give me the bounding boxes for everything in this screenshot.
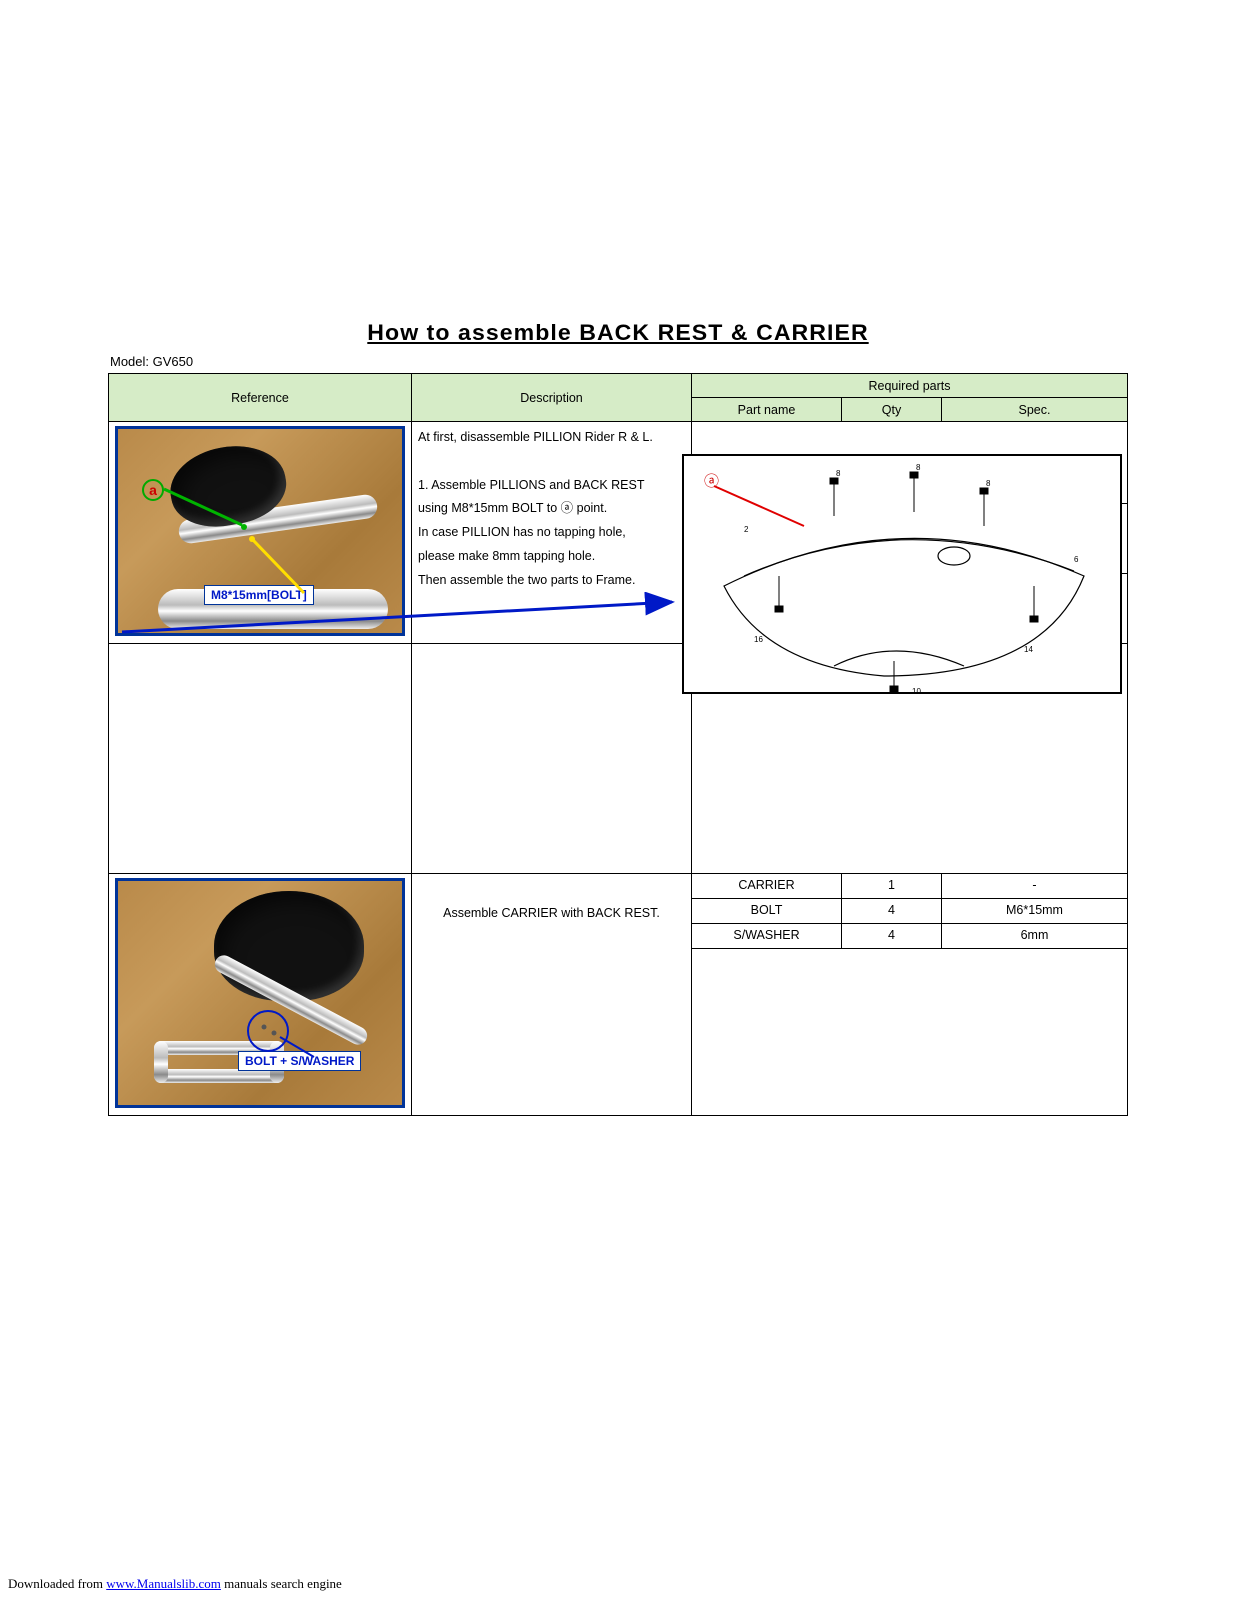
step2-description: Assemble CARRIER with BACK REST.	[412, 874, 692, 1116]
step1-reference: a M8*15mm[BOLT]	[109, 422, 412, 644]
footer-prefix: Downloaded from	[8, 1576, 106, 1591]
step2-reference: BOLT + S/WASHER	[109, 874, 412, 1116]
part-spec: -	[942, 874, 1128, 899]
step2-photo: BOLT + S/WASHER	[115, 878, 405, 1108]
part-name: BOLT	[692, 899, 842, 924]
col-part-name: Part name	[692, 398, 842, 422]
svg-text:8: 8	[836, 469, 841, 478]
model-label: Model: GV650	[108, 354, 1128, 369]
col-reference: Reference	[109, 374, 412, 422]
part-qty: 1	[842, 874, 942, 899]
marker-a-photo: a	[142, 479, 164, 501]
step2-callout: BOLT + S/WASHER	[238, 1051, 361, 1071]
col-spec: Spec.	[942, 398, 1128, 422]
part-qty: 4	[842, 899, 942, 924]
col-required-parts: Required parts	[692, 374, 1128, 398]
step2-part-row-0: BOLT + S/WASHER Assemble CARRIER with BA…	[109, 874, 1128, 899]
step1-desc-l5: please make 8mm tapping hole.	[418, 549, 595, 563]
svg-text:8: 8	[916, 463, 921, 472]
part-name: S/WASHER	[692, 924, 842, 949]
footer-link[interactable]: www.Manualslib.com	[106, 1576, 221, 1591]
step1-photo: a M8*15mm[BOLT]	[115, 426, 405, 636]
page-title: How to assemble BACK REST & CARRIER	[83, 320, 1154, 346]
step1-desc-l6: Then assemble the two parts to Frame.	[418, 573, 635, 587]
svg-text:10: 10	[912, 687, 921, 696]
step2-empty	[692, 949, 1128, 1116]
step1-desc-l4: In case PILLION has no tapping hole,	[418, 525, 626, 539]
svg-text:2: 2	[744, 525, 749, 534]
step2-desc-text: Assemble CARRIER with BACK REST.	[443, 906, 660, 920]
svg-text:8: 8	[986, 479, 991, 488]
part-spec: 6mm	[942, 924, 1128, 949]
col-qty: Qty	[842, 398, 942, 422]
part-qty: 4	[842, 924, 942, 949]
assembly-table: Reference Description Required parts Par…	[108, 373, 1128, 1116]
col-description: Description	[412, 374, 692, 422]
step1-callout: M8*15mm[BOLT]	[204, 585, 314, 605]
part-name: CARRIER	[692, 874, 842, 899]
svg-text:6: 6	[1074, 555, 1079, 564]
manual-page: How to assemble BACK REST & CARRIER Mode…	[108, 320, 1128, 1116]
svg-text:14: 14	[1024, 645, 1033, 654]
footer-suffix: manuals search engine	[221, 1576, 342, 1591]
step1-exploded-diagram: ⓐ	[692, 644, 1128, 874]
svg-text:16: 16	[754, 635, 763, 644]
step1-desc-l1: At first, disassemble PILLION Rider R & …	[418, 430, 653, 444]
footer: Downloaded from www.Manualslib.com manua…	[8, 1576, 342, 1592]
step1-desc-l3: using M8*15mm BOLT to ⓐ point.	[418, 501, 607, 515]
step1-description: At first, disassemble PILLION Rider R & …	[412, 422, 692, 644]
part-spec: M6*15mm	[942, 899, 1128, 924]
step1-desc-l2: 1. Assemble PILLIONS and BACK REST	[418, 478, 645, 492]
